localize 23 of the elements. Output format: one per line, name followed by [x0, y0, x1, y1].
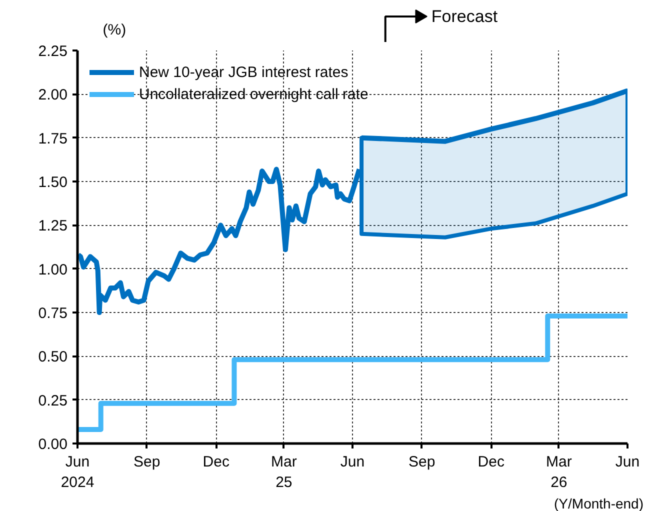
x-tick-label: Jun: [615, 454, 640, 470]
y-tick-label: 0.50: [38, 348, 68, 366]
y-tick-label: 1.25: [38, 218, 68, 235]
x-tick-label: Dec: [478, 454, 505, 470]
legend-label: Uncollateralized overnight call rate: [139, 86, 368, 102]
x-tick-label: Jun 2024: [60, 454, 94, 491]
x-tick-label: Jun: [340, 454, 365, 470]
x-tick-label: Dec: [202, 454, 230, 470]
x-tick-label: Mar 25: [271, 454, 297, 491]
legend-label: New 10-year JGB interest rates: [139, 64, 348, 80]
y-tick-label: 1.50: [38, 174, 68, 191]
y-tick-label: 2.00: [38, 86, 68, 104]
y-tick-label: 2.25: [38, 43, 68, 60]
y-tick-label: 0.75: [38, 305, 68, 322]
x-tick-label: Sep: [133, 454, 160, 470]
y-tick-label: 1.00: [38, 261, 68, 278]
y-axis-title: (%): [102, 21, 126, 38]
x-tick-label: Sep: [408, 454, 436, 470]
y-tick-label: 0.25: [38, 392, 68, 410]
text: Forecast: [431, 6, 498, 26]
y-tick-label: 0.00: [38, 436, 68, 453]
x-tick-label: Mar 26: [546, 454, 572, 491]
y-tick-label: 1.75: [38, 130, 68, 148]
